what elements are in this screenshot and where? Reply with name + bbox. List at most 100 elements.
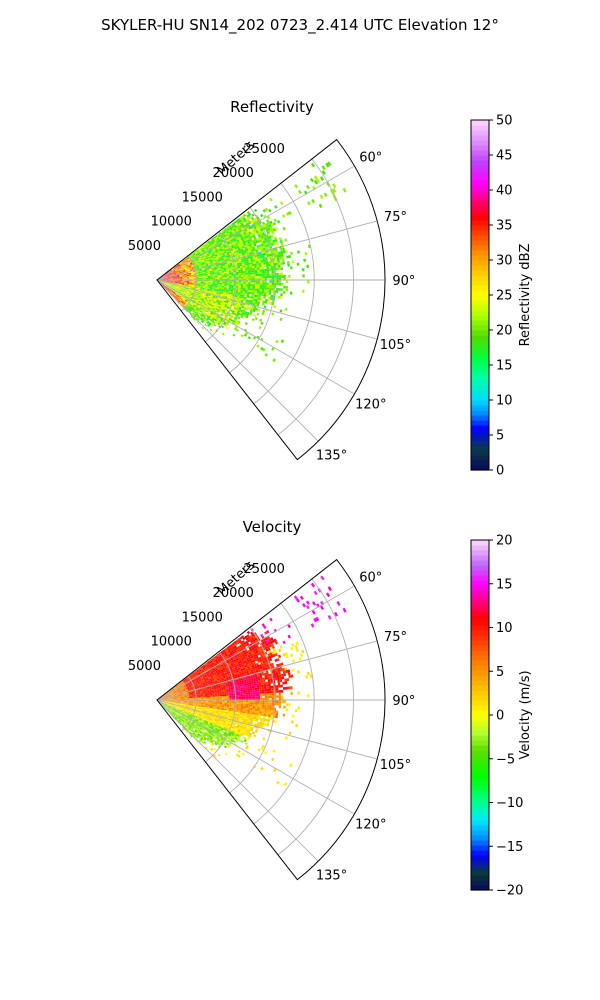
data-cell (279, 645, 283, 649)
data-cell (207, 283, 211, 285)
data-cell (252, 218, 256, 223)
data-cell (213, 241, 217, 244)
data-cell (165, 281, 168, 282)
data-cell (235, 224, 240, 228)
data-cell (177, 288, 181, 291)
data-cell (202, 245, 205, 249)
data-cell (204, 309, 207, 312)
data-cell (206, 243, 209, 246)
data-cell (243, 696, 246, 699)
data-cell (240, 289, 243, 292)
data-cell (240, 691, 244, 694)
data-cell (276, 280, 279, 283)
data-cell (260, 297, 264, 301)
data-cell (187, 262, 191, 265)
data-cell (252, 270, 255, 273)
data-cell (191, 275, 194, 277)
data-cell (186, 277, 190, 279)
data-cell (200, 270, 203, 272)
data-cell (251, 683, 255, 687)
data-cell (240, 315, 244, 319)
data-cell (218, 292, 222, 294)
data-cell (228, 314, 231, 317)
data-cell (190, 270, 194, 273)
data-cell (202, 289, 205, 292)
data-cell (250, 690, 253, 693)
data-cell (236, 276, 239, 279)
data-cell (219, 253, 223, 256)
data-cell (212, 249, 216, 253)
data-cell (252, 276, 256, 279)
data-cell (230, 313, 234, 317)
data-cell (205, 695, 209, 698)
data-cell (202, 255, 205, 258)
data-cell (212, 697, 216, 700)
data-cell (200, 287, 203, 289)
data-cell (165, 276, 168, 278)
data-cell (256, 687, 260, 690)
data-cell (278, 251, 281, 255)
data-cell (279, 317, 283, 322)
data-cell (186, 698, 190, 700)
data-cell (269, 693, 272, 696)
data-cell (226, 299, 229, 302)
data-cell (213, 258, 217, 261)
data-cell (240, 694, 244, 697)
colorbar-segment (471, 175, 489, 181)
data-cell (229, 231, 233, 234)
data-cell (230, 289, 234, 292)
data-cell (198, 281, 201, 283)
data-cell (228, 287, 232, 290)
data-cell (306, 604, 310, 610)
data-cell (261, 291, 265, 294)
data-cell (211, 253, 215, 256)
data-cell (180, 264, 183, 266)
data-cell (232, 253, 235, 256)
data-cell (177, 290, 180, 292)
data-cell (279, 309, 283, 313)
data-cell (183, 265, 187, 268)
data-cell (205, 287, 208, 289)
data-cell (187, 268, 190, 271)
data-cell (189, 266, 192, 269)
colorbar-segment (471, 345, 489, 351)
data-cell (236, 695, 239, 697)
data-cell (244, 246, 248, 250)
data-cell (187, 294, 191, 297)
data-cell (174, 273, 177, 275)
data-cell (193, 299, 196, 302)
data-cell (264, 693, 267, 696)
data-cell (234, 254, 238, 257)
data-cell (195, 257, 199, 260)
data-cell (181, 273, 184, 275)
data-cell (195, 287, 198, 289)
data-cell (198, 294, 201, 297)
data-cell (188, 271, 191, 273)
colorbar-segment (471, 350, 489, 356)
data-cell (191, 282, 194, 284)
data-cell (177, 282, 180, 283)
data-cell (240, 313, 244, 317)
data-cell (238, 696, 242, 699)
data-cell (172, 282, 175, 283)
data-cell (174, 283, 177, 285)
data-cell (219, 280, 223, 282)
data-cell (172, 276, 175, 278)
data-cell (237, 222, 242, 226)
data-cell (267, 227, 271, 231)
data-cell (208, 280, 211, 282)
data-cell (214, 695, 218, 697)
data-cell (170, 271, 174, 273)
data-cell (220, 293, 224, 296)
colorbar-segment (471, 250, 489, 256)
data-cell (182, 280, 185, 282)
data-cell (203, 278, 206, 280)
data-cell (221, 311, 225, 314)
data-cell (174, 282, 178, 284)
data-cell (256, 312, 260, 316)
data-cell (220, 317, 224, 321)
data-cell (249, 686, 253, 689)
data-cell (195, 286, 199, 288)
data-cell (182, 277, 185, 278)
colorbar-segment (471, 400, 489, 406)
